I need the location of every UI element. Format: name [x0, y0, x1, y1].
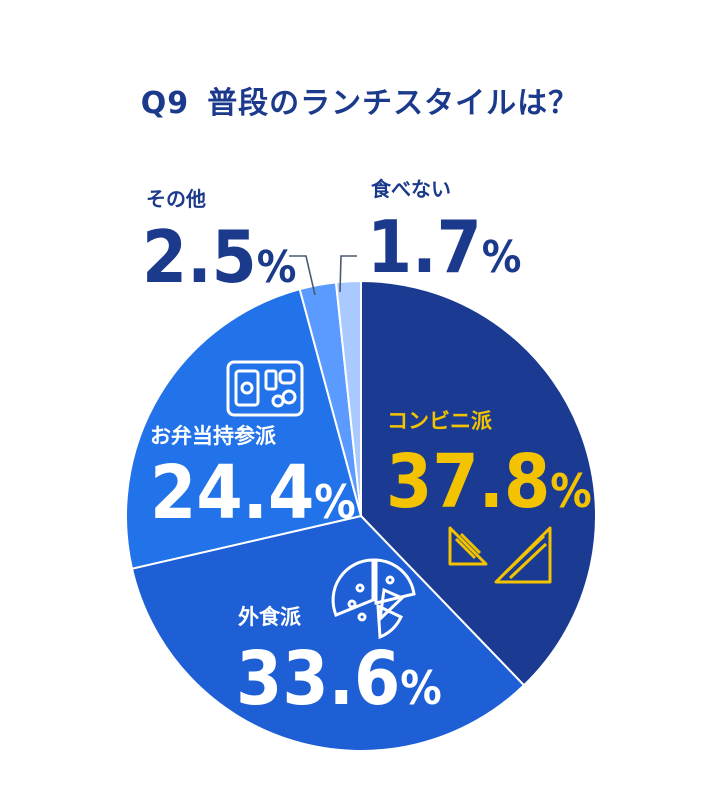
chart-title: Q9 普段のランチスタイルは？ [0, 78, 720, 122]
slice-label-convenience: コンビニ派 [387, 409, 493, 433]
slice-value-eat-out: 33.6% [236, 636, 442, 722]
pie-slice-bento [125, 287, 363, 570]
pie-slice-convenience [360, 279, 597, 687]
slice-value-other: 2.5% [142, 215, 296, 299]
pie-slice-eat-out [130, 514, 526, 752]
question-number: Q9 [140, 86, 190, 121]
leader-line-no-eat [339, 255, 357, 293]
slice-value-bento: 24.4% [150, 450, 356, 536]
slice-label-no-eat: 食べない [371, 177, 451, 201]
bento-box-icon [226, 360, 304, 417]
pizza-icon [331, 558, 416, 640]
slice-label-bento: お弁当持参派 [150, 424, 277, 448]
leader-line-other [289, 255, 316, 296]
pie-slice-no-eat [334, 279, 362, 517]
slice-value-convenience: 37.8% [386, 439, 592, 525]
question-text: 普段のランチスタイルは？ [207, 86, 580, 121]
sandwich-icon [448, 526, 552, 584]
slice-value-no-eat: 1.7% [367, 205, 521, 289]
slice-label-other: その他 [146, 187, 206, 211]
slice-label-eat-out: 外食派 [238, 605, 302, 629]
